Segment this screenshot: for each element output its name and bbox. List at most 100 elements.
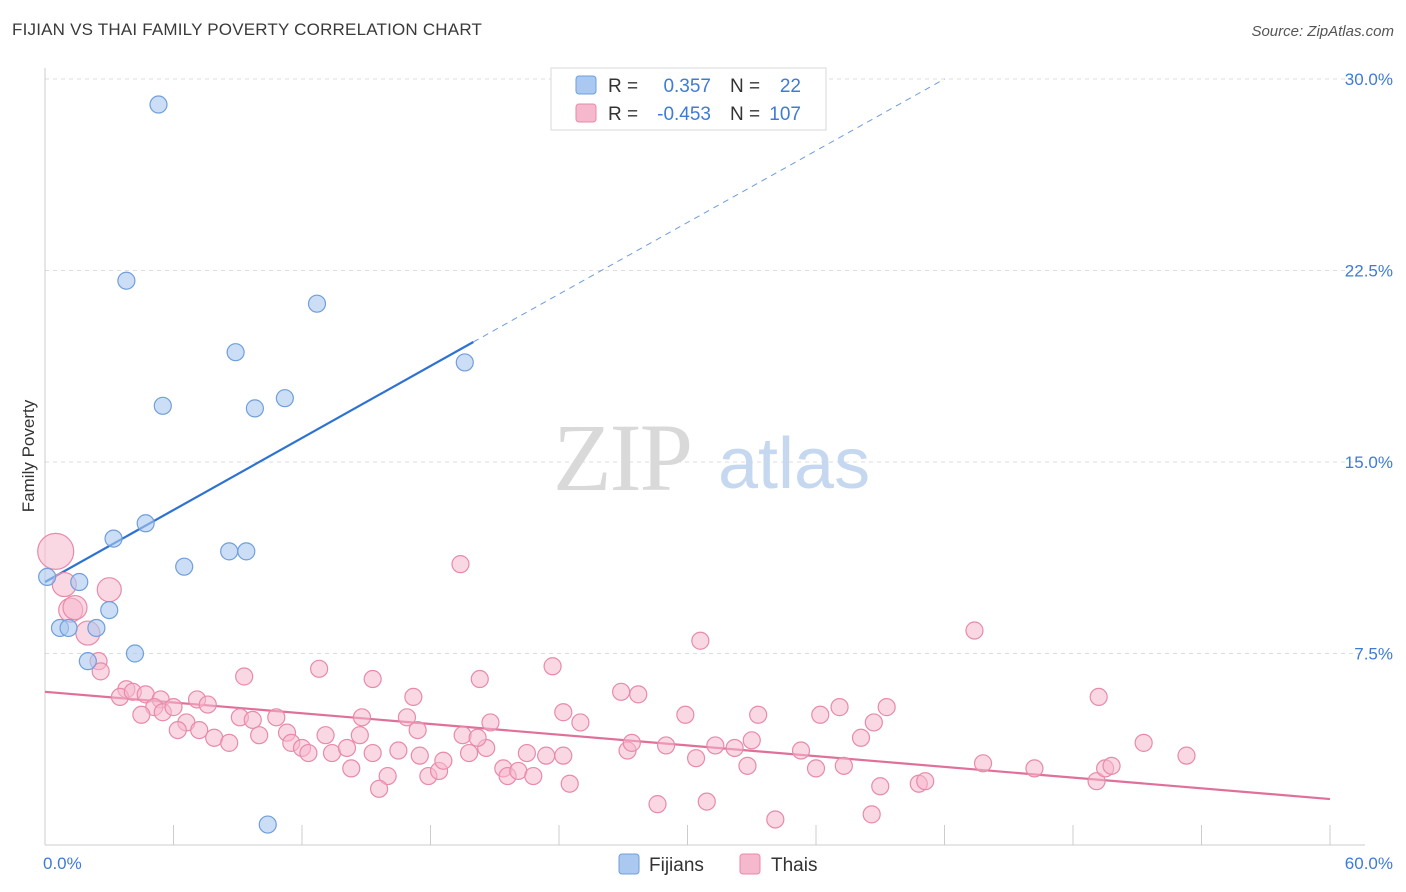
- data-point-thais: [656, 736, 676, 755]
- data-point-thais: [459, 743, 479, 763]
- data-point-thais: [864, 713, 883, 732]
- data-point-fijians: [104, 529, 123, 548]
- trend-line-fijians-extension: [473, 78, 945, 343]
- data-point-thais: [862, 805, 881, 824]
- data-point-thais: [554, 703, 573, 722]
- data-point-thais: [267, 708, 286, 727]
- data-point-thais: [877, 698, 896, 717]
- data-point-thais: [629, 685, 648, 704]
- legend-swatch-thais: [575, 103, 597, 123]
- data-point-thais: [830, 698, 849, 717]
- data-point-thais: [537, 746, 556, 765]
- data-point-fijians: [275, 389, 294, 408]
- data-point-thais: [676, 705, 695, 724]
- data-point-fijians: [307, 294, 327, 313]
- data-point-thais: [571, 713, 590, 732]
- data-point-thais: [834, 756, 853, 775]
- legend-r-value-fijians: 0.357: [663, 76, 711, 97]
- data-point-thais: [749, 705, 768, 724]
- axes: [44, 68, 1365, 846]
- data-point-fijians: [78, 652, 97, 671]
- data-point-thais: [481, 713, 500, 732]
- data-point-fijians: [220, 542, 239, 561]
- data-point-thais: [434, 751, 453, 770]
- data-point-fijians: [455, 353, 474, 372]
- data-point-thais: [622, 733, 641, 752]
- data-point-thais: [342, 759, 361, 778]
- data-point-thais: [370, 779, 389, 798]
- data-point-thais: [37, 532, 75, 570]
- data-point-thais: [198, 695, 217, 714]
- legend-swatch-fijians: [618, 853, 640, 875]
- data-point-fijians: [226, 343, 245, 362]
- data-point-fijians: [87, 618, 106, 638]
- data-point-fijians: [100, 600, 119, 620]
- data-point-thais: [1134, 733, 1153, 752]
- watermark-zip: ZIP: [553, 404, 691, 511]
- data-point-fijians: [117, 271, 136, 290]
- data-point-thais: [470, 669, 489, 689]
- data-point-thais: [612, 682, 631, 701]
- data-point-thais: [220, 733, 239, 752]
- data-point-thais: [408, 720, 427, 740]
- x-tick-label: 60.0%: [1345, 854, 1393, 873]
- data-point-thais: [337, 738, 357, 758]
- legend-label-thais: Thais: [771, 855, 817, 876]
- data-point-fijians: [149, 95, 168, 114]
- data-point-thais: [389, 741, 408, 760]
- data-point-thais: [451, 555, 470, 574]
- data-point-thais: [973, 754, 993, 773]
- legend-n-value-fijians: 22: [780, 76, 801, 97]
- legend-n-label: N =: [730, 76, 760, 97]
- correlation-legend: R = 0.357 N = 22 R = -0.453 N = 107: [550, 67, 827, 131]
- data-point-thais: [965, 621, 984, 640]
- data-point-thais: [686, 749, 706, 768]
- data-point-thais: [397, 708, 417, 727]
- chart-title: FIJIAN VS THAI FAMILY POVERTY CORRELATIO…: [12, 20, 483, 39]
- legend-label-fijians: Fijians: [649, 855, 704, 876]
- data-point-thais: [404, 687, 423, 707]
- data-point-fijians: [245, 399, 264, 418]
- data-point-thais: [697, 792, 716, 811]
- legend-r-label: R =: [608, 76, 638, 97]
- data-point-fijians: [237, 542, 256, 561]
- legend-r-label: R =: [608, 104, 638, 125]
- y-axis-label: Family Poverty: [19, 399, 38, 512]
- data-point-thais: [811, 705, 830, 724]
- data-point-fijians: [258, 815, 277, 834]
- data-point-thais: [648, 795, 667, 814]
- data-point-fijians: [175, 557, 194, 576]
- data-point-thais: [691, 631, 710, 650]
- data-point-thais: [916, 772, 935, 791]
- thais-points: [37, 532, 1196, 829]
- data-point-thais: [164, 698, 183, 717]
- data-point-thais: [91, 662, 110, 681]
- data-point-thais: [352, 708, 372, 727]
- data-point-thais: [738, 756, 757, 775]
- data-point-thais: [543, 657, 562, 676]
- data-point-thais: [190, 720, 209, 740]
- data-point-thais: [725, 738, 744, 758]
- data-point-fijians: [153, 396, 172, 415]
- data-point-thais: [299, 743, 318, 763]
- series-legend: Fijians Thais: [618, 853, 817, 876]
- data-point-thais: [310, 659, 329, 678]
- data-point-thais: [168, 720, 187, 740]
- data-point-fijians: [125, 644, 145, 663]
- data-point-fijians: [70, 572, 89, 592]
- data-point-thais: [235, 667, 254, 686]
- data-point-thais: [517, 743, 536, 763]
- data-point-thais: [350, 726, 369, 745]
- data-point-thais: [1087, 772, 1106, 791]
- legend-swatch-thais: [739, 853, 761, 875]
- data-point-fijians: [38, 567, 57, 587]
- data-point-fijians: [136, 514, 155, 533]
- data-point-thais: [742, 731, 761, 750]
- data-point-thais: [363, 743, 382, 763]
- data-point-thais: [96, 577, 122, 603]
- data-point-thais: [1177, 746, 1196, 765]
- x-tick-label: 0.0%: [43, 854, 82, 873]
- y-tick-label: 7.5%: [1354, 645, 1393, 664]
- tick-labels: 7.5% 15.0% 22.5% 30.0% 0.0% 60.0%: [43, 70, 1393, 873]
- data-point-thais: [766, 810, 785, 829]
